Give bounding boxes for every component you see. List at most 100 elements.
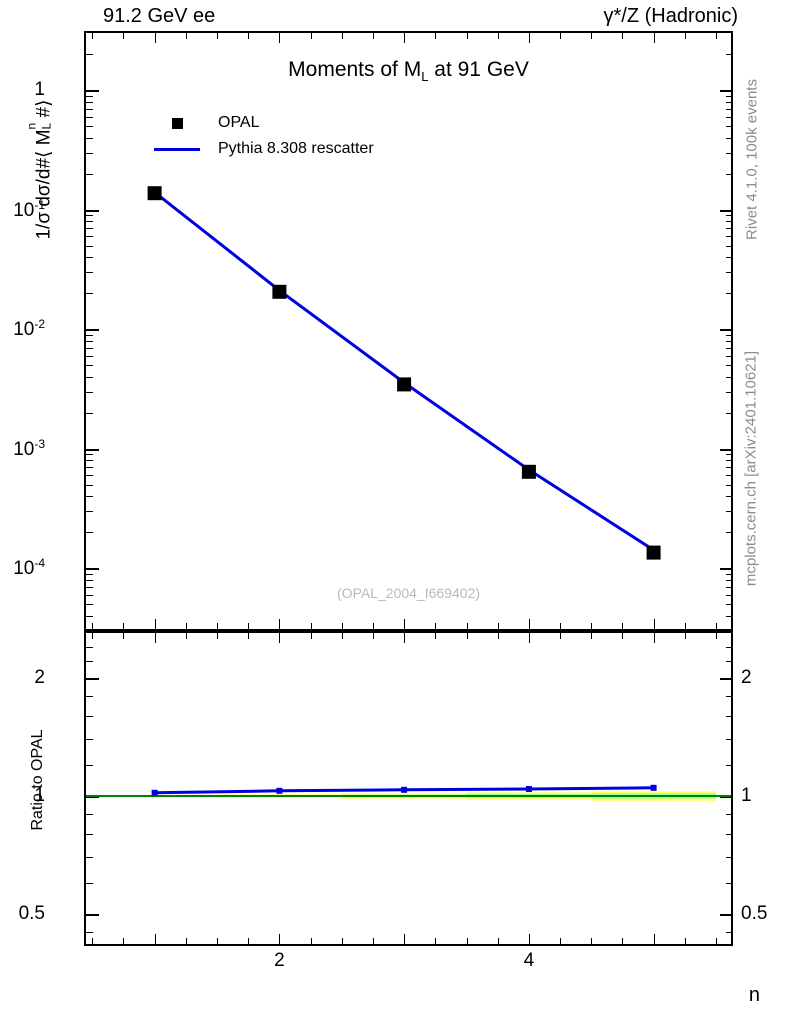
ratio-y-minor-tick — [86, 834, 93, 836]
y-minor-tick — [86, 467, 93, 469]
data-marker-opal — [397, 377, 412, 392]
y-minor-tick-right — [726, 511, 733, 513]
x-tick-ratio-bottom — [684, 938, 686, 944]
ratio-y-minor-tick-right — [726, 883, 733, 885]
ratio-y-minor-tick-right — [726, 677, 733, 679]
x-tick-ratio-bottom — [404, 934, 406, 944]
x-tick-ratio-top — [185, 633, 187, 639]
x-tick-main-bottom — [154, 619, 156, 629]
plot-title-main: Moments of M — [288, 58, 422, 81]
y-minor-tick-right — [726, 101, 733, 103]
x-tick-ratio-bottom — [435, 938, 437, 944]
x-tick-ratio-bottom — [622, 938, 624, 944]
x-tick-main-top — [560, 33, 562, 39]
y-minor-tick — [86, 137, 93, 139]
x-tick-ratio-top — [591, 633, 593, 639]
x-tick-main-bottom — [560, 623, 562, 629]
y-major-tick-right — [720, 329, 733, 332]
ratio-y-minor-tick — [86, 914, 93, 916]
y-minor-tick — [86, 460, 93, 462]
y-minor-tick-right — [726, 257, 733, 259]
x-tick-ratio-bottom — [185, 938, 187, 944]
x-tick-ratio-top — [216, 633, 218, 639]
ratio-y-minor-tick-right — [726, 914, 733, 916]
y-minor-tick — [86, 108, 93, 110]
x-tick-main-top — [123, 33, 125, 39]
x-tick-ratio-bottom — [310, 938, 312, 944]
ratio-plot-frame — [84, 631, 733, 946]
y-minor-tick-right — [726, 95, 733, 97]
y-minor-tick-right — [726, 347, 733, 349]
x-tick-main-bottom — [653, 619, 655, 629]
y-minor-tick — [86, 586, 93, 588]
y-minor-tick-right — [726, 391, 733, 393]
y-minor-tick — [86, 340, 93, 342]
ratio-y-minor-tick — [86, 856, 93, 858]
y-minor-tick — [86, 347, 93, 349]
ratio-y-major-tick — [86, 677, 99, 680]
ratio-y-tick-label-right: 2 — [741, 666, 752, 688]
y-minor-tick — [86, 475, 93, 477]
x-tick-ratio-bottom — [154, 934, 156, 944]
x-tick-ratio-top — [279, 633, 281, 643]
y-major-tick-right — [720, 568, 733, 571]
data-marker-opal — [272, 284, 287, 299]
x-tick-ratio-top — [123, 633, 125, 639]
y-minor-tick — [86, 293, 93, 295]
y-minor-tick — [86, 152, 93, 154]
y-minor-tick-right — [726, 245, 733, 247]
x-tick-main-bottom — [279, 619, 281, 629]
x-tick-ratio-bottom — [279, 934, 281, 944]
x-axis-label: n — [748, 984, 760, 1006]
x-tick-ratio-bottom — [528, 934, 530, 944]
legend-square-marker-icon — [148, 117, 206, 129]
x-tick-main-bottom — [591, 623, 593, 629]
x-tick-main-top — [310, 33, 312, 39]
y-minor-tick-right — [726, 594, 733, 596]
ratio-mc-marker — [650, 784, 657, 791]
x-tick-ratio-top — [248, 633, 250, 639]
data-marker-opal — [646, 545, 661, 560]
y-minor-tick-right — [726, 475, 733, 477]
x-tick-ratio-bottom — [92, 938, 94, 944]
legend-label-pythia: Pythia 8.308 rescatter — [218, 140, 374, 157]
y-minor-tick — [86, 272, 93, 274]
x-tick-ratio-bottom — [653, 934, 655, 944]
x-tick-main-bottom — [466, 623, 468, 629]
y-minor-tick-right — [726, 334, 733, 336]
x-tick-main-top — [154, 33, 156, 43]
ratio-y-minor-tick-right — [726, 834, 733, 836]
y-minor-tick — [86, 257, 93, 259]
y-minor-tick-right — [726, 228, 733, 230]
y-minor-tick-right — [726, 496, 733, 498]
x-tick-ratio-top — [684, 633, 686, 639]
y-major-tick — [86, 329, 99, 332]
x-tick-main-bottom — [684, 623, 686, 629]
x-tick-main-bottom — [716, 623, 718, 629]
ratio-y-minor-tick-right — [726, 646, 733, 648]
y-minor-tick-right — [726, 173, 733, 175]
y-minor-tick — [86, 101, 93, 103]
y-minor-tick-right — [726, 579, 733, 581]
y-minor-tick-right — [726, 484, 733, 486]
y-major-tick — [86, 209, 99, 212]
y-minor-tick-right — [726, 293, 733, 295]
y-minor-tick — [86, 365, 93, 367]
ratio-y-major-tick — [86, 914, 99, 917]
y-minor-tick-right — [726, 137, 733, 139]
ratio-y-minor-tick-right — [726, 856, 733, 858]
x-tick-main-bottom — [341, 623, 343, 629]
legend-entry-opal: OPAL — [148, 110, 374, 136]
y-minor-tick — [86, 604, 93, 606]
y-minor-tick — [86, 116, 93, 118]
ratio-y-minor-tick — [86, 661, 93, 663]
ratio-y-minor-tick — [86, 677, 93, 679]
x-tick-ratio-top — [653, 633, 655, 643]
x-tick-main-top — [497, 33, 499, 39]
y-tick-label: 10-1 — [13, 197, 45, 221]
ratio-y-minor-tick-right — [726, 715, 733, 717]
ratio-y-tick-label: 0.5 — [18, 903, 45, 925]
y-minor-tick — [86, 236, 93, 238]
y-minor-tick-right — [726, 54, 733, 56]
y-tick-label: 10-3 — [13, 436, 45, 460]
